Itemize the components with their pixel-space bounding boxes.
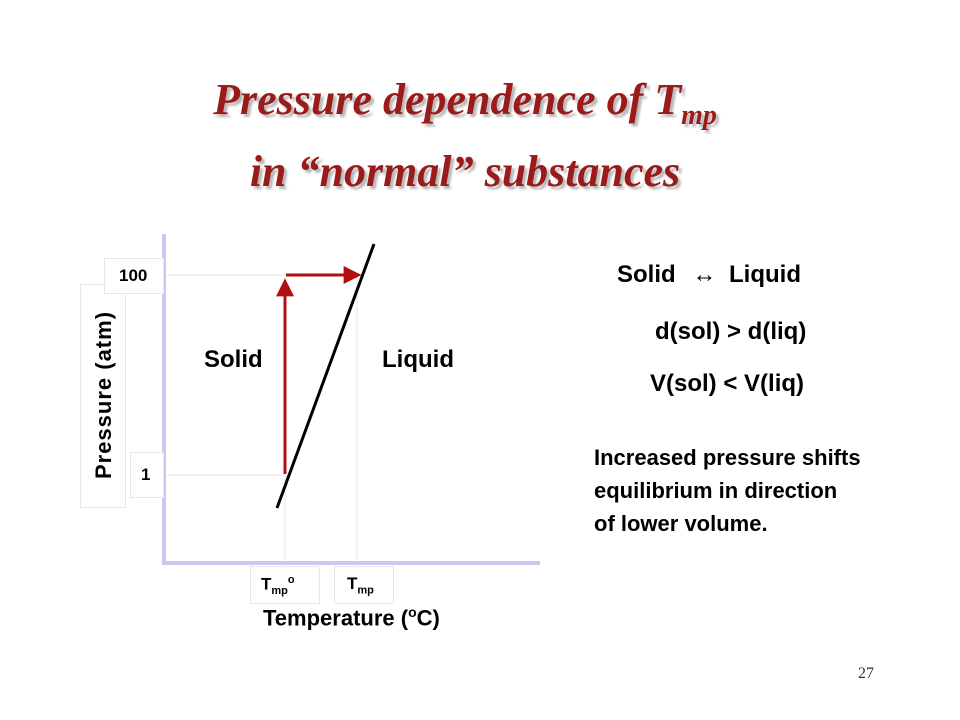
title-subscript: mp (681, 99, 717, 131)
region-liquid-label: Liquid (382, 346, 454, 373)
region-solid-label: Solid (204, 346, 263, 373)
x-axis-label-main: Temperature ( (263, 605, 409, 631)
x-tick-tmp-sub: mp (357, 584, 374, 597)
x-axis-label-end: C) (416, 605, 440, 631)
explanation-line-1: Increased pressure shifts (594, 445, 861, 470)
explanation-text: Increased pressure shifts equilibrium in… (594, 441, 861, 540)
title-line2: in “normal” substances (249, 146, 681, 196)
slide-number: 27 (858, 665, 874, 682)
slide-title: Pressure dependence of Tmp in “normal” s… (0, 72, 930, 200)
x-axis-label-sup: o (408, 604, 417, 620)
x-tick-tmp: Tmp (334, 566, 394, 604)
equilibrium-liquid: Liquid (729, 261, 801, 288)
density-relation: d(sol) > d(liq) (655, 318, 807, 345)
x-tick-tmp0-sub: mp (271, 585, 288, 598)
equilibrium-arrow-icon: ↔ (692, 261, 717, 288)
y-axis-label-box (80, 284, 126, 508)
explanation-line-3: of lower volume. (594, 511, 768, 536)
title-line1: Pressure dependence of Tmp (213, 75, 717, 131)
title-line1-main: Pressure dependence of T (213, 75, 682, 124)
explanation-line-2: equilibrium in direction (594, 478, 838, 503)
melting-curve (275, 243, 376, 509)
x-axis-label: Temperature (oC) (263, 604, 440, 631)
y-tick-1-label: 1 (141, 465, 151, 484)
equilibrium-line: Solid ↔ Liquid (617, 259, 801, 291)
x-tick-tmp0-main: T (261, 574, 272, 594)
x-tick-tmp-main: T (347, 574, 358, 593)
y-axis-label: Pressure (atm) (91, 310, 116, 480)
x-tick-tmp0-sup: o (287, 574, 295, 586)
equilibrium-solid: Solid (617, 261, 676, 288)
y-tick-100-label: 100 (119, 266, 148, 285)
y-tick-1: 1 (130, 452, 164, 498)
volume-relation: V(sol) < V(liq) (650, 370, 805, 397)
x-tick-tmp0: Tmpo (250, 566, 320, 604)
y-tick-100: 100 (104, 258, 164, 294)
